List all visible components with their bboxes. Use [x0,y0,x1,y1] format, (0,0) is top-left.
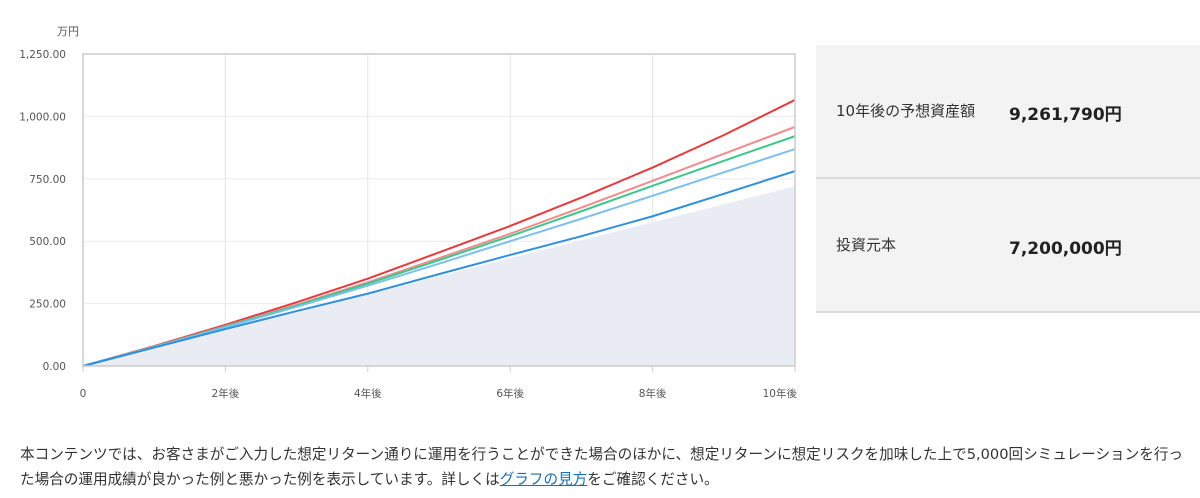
x-tick-label: 10年後 [763,387,798,400]
x-tick-label: 2年後 [212,387,240,400]
future-asset-value: 9,261,790円 [1009,105,1122,125]
plot-frame [82,53,796,367]
y-tick-label: 500.00 [29,236,66,248]
y-tick-label: 1,250.00 [19,49,66,61]
y-unit-label: 万円 [57,25,79,38]
x-tick-label: 6年後 [496,387,524,400]
future-asset-row: 10年後の予想資産額 9,261,790円 [816,45,1200,179]
x-tick-label: 4年後 [354,387,382,400]
note-text-end: をご確認ください。 [587,471,719,488]
disclaimer-note: 本コンテンツでは、お客さまがご入力した想定リターン通りに運用を行うことができた場… [20,442,1190,492]
y-tick-label: 1,000.00 [19,111,66,123]
summary-panel: 10年後の予想資産額 9,261,790円 投資元本 7,200,000円 [816,45,1200,313]
principal-value: 7,200,000円 [1009,239,1122,259]
principal-row: 投資元本 7,200,000円 [816,179,1200,313]
principal-label: 投資元本 [836,236,897,254]
y-tick-label: 0.00 [43,361,66,373]
x-tick-label: 8年後 [639,387,667,400]
y-tick-label: 750.00 [29,174,66,186]
series-line-5 [82,170,796,367]
future-asset-label: 10年後の予想資産額 [836,102,976,120]
graph-guide-link[interactable]: グラフの見方 [499,471,588,488]
x-tick-label: 0 [80,388,87,400]
asset-simulation-chart: 万円 0.00 250.00 500.00 750.00 1,000.00 1,250.0… [19,25,798,400]
y-tick-label: 250.00 [29,299,66,311]
series-line-4 [82,148,796,367]
note-text: 本コンテンツでは、お客さまがご入力した想定リターン通りに運用を行うことができた場… [20,446,1184,488]
